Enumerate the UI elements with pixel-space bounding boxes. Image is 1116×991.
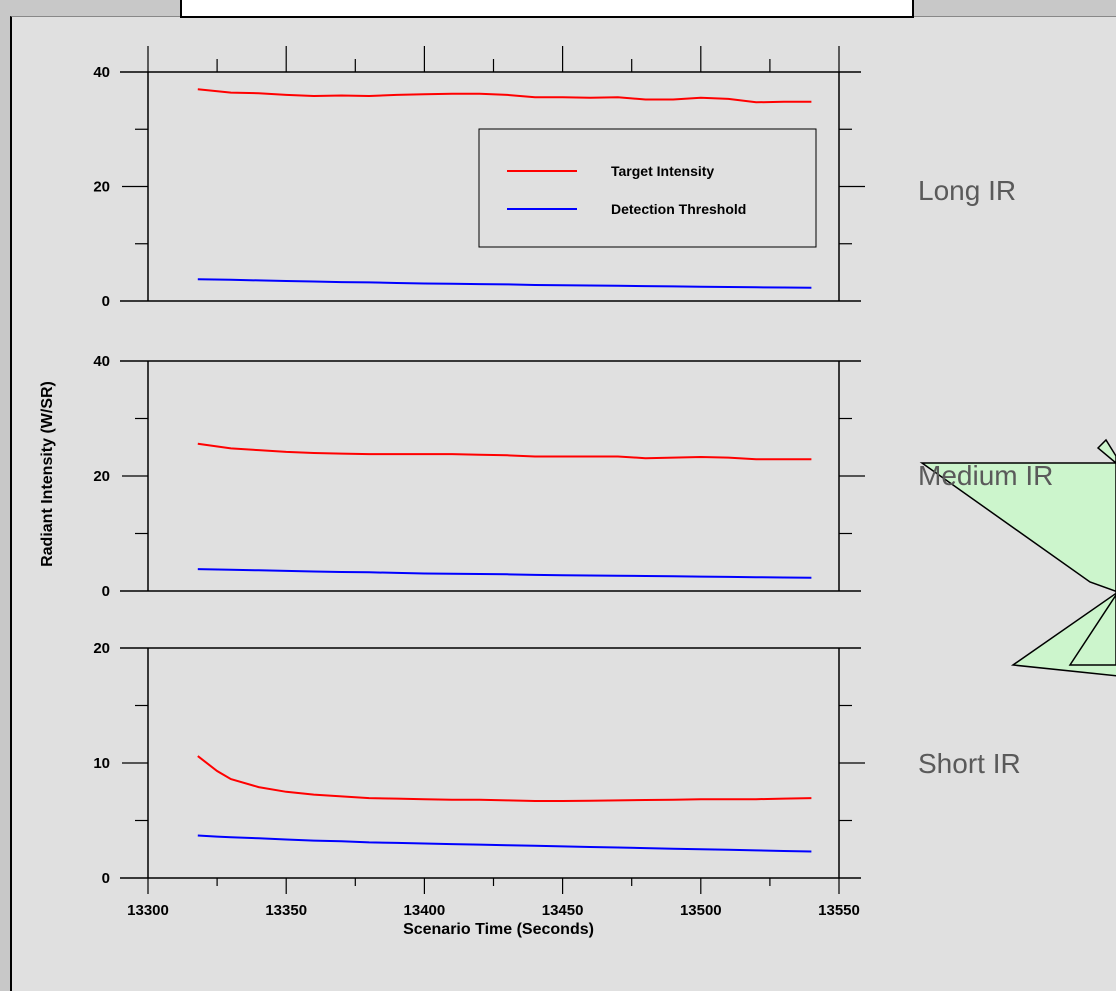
panel-0-ytick-label: 0 xyxy=(102,293,110,310)
panel-1-series-target-intensity-line xyxy=(197,442,812,461)
panel-0-ytick-label: 40 xyxy=(93,64,110,81)
legend-box xyxy=(478,128,817,248)
band-label-short-ir: Short IR xyxy=(918,748,1021,779)
xtick-label: 13550 xyxy=(818,902,860,919)
panel-0-ytick-label: 20 xyxy=(93,179,110,196)
xtick-label: 13300 xyxy=(127,902,169,919)
panel-2-ytick-label: 20 xyxy=(93,640,110,657)
xtick-label: 13500 xyxy=(680,902,722,919)
top-title-box xyxy=(180,0,914,18)
x-axis-title: Scenario Time (Seconds) xyxy=(403,921,594,938)
callout-arrow-shape xyxy=(919,438,1116,677)
panel-2-ytick-label: 0 xyxy=(102,870,110,887)
xtick-label: 13450 xyxy=(542,902,584,919)
panel-1-series-detection-threshold-line xyxy=(197,568,812,579)
band-label-medium-ir: Medium IR xyxy=(918,460,1054,491)
xtick-label: 13350 xyxy=(265,902,307,919)
panel-1-ytick-label: 0 xyxy=(102,583,110,600)
panel-2-series-detection-threshold-line xyxy=(197,834,812,853)
xtick-label: 13400 xyxy=(404,902,446,919)
panel-2-series-target-intensity-line xyxy=(197,755,812,802)
panel-0-series-target-intensity-line xyxy=(197,88,812,104)
panel-1-ytick-label: 20 xyxy=(93,468,110,485)
panel-2-ytick-label: 10 xyxy=(93,755,110,772)
band-label-long-ir: Long IR xyxy=(918,175,1017,206)
legend-label-0: Target Intensity xyxy=(611,163,714,179)
panel-0-series-detection-threshold-line xyxy=(197,278,812,289)
y-axis-title: Radiant Intensity (W/SR) xyxy=(39,381,56,567)
legend-label-1: Detection Threshold xyxy=(611,201,746,217)
panel-1-ytick-label: 40 xyxy=(93,353,110,370)
